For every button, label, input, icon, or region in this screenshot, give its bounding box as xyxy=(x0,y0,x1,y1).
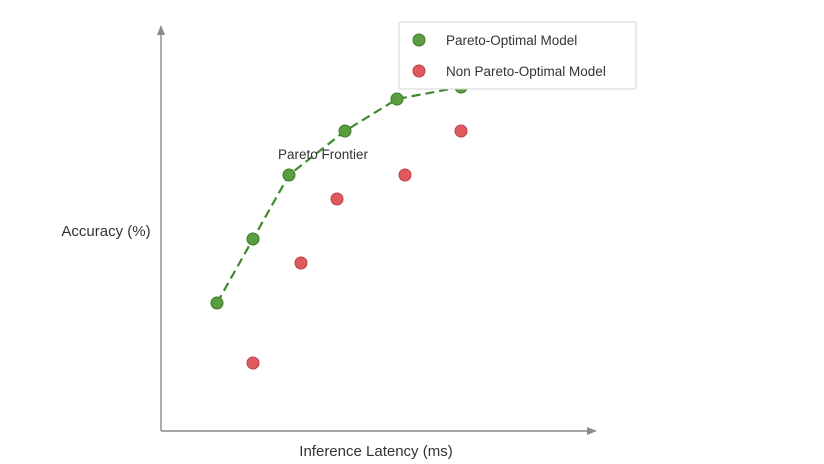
pareto-optimal-point xyxy=(282,168,296,182)
non-pareto-optimal-point xyxy=(246,356,260,370)
plot-points xyxy=(210,80,468,370)
pareto-optimal-point xyxy=(210,296,224,310)
legend-marker-non-pareto-optimal xyxy=(412,64,426,78)
non-pareto-optimal-point xyxy=(398,168,412,182)
x-axis-label: Inference Latency (ms) xyxy=(299,443,452,460)
pareto-optimal-point xyxy=(246,232,260,246)
legend: Pareto-Optimal Model Non Pareto-Optimal M… xyxy=(398,21,637,90)
non-pareto-optimal-point xyxy=(454,124,468,138)
pareto-optimal-point xyxy=(338,124,352,138)
pareto-frontier-line xyxy=(216,85,462,304)
plot-lines xyxy=(216,85,462,304)
non-pareto-optimal-point xyxy=(294,256,308,270)
pareto-frontier-annotation: Pareto Frontier xyxy=(278,147,369,162)
y-axis-label: Accuracy (%) xyxy=(61,223,150,240)
legend-label-non-pareto-optimal: Non Pareto-Optimal Model xyxy=(446,64,606,79)
non-pareto-optimal-point xyxy=(330,192,344,206)
legend-marker-pareto-optimal xyxy=(412,33,426,47)
pareto-optimal-point xyxy=(390,92,404,106)
legend-box xyxy=(398,21,637,90)
axes xyxy=(157,25,597,435)
legend-label-pareto-optimal: Pareto-Optimal Model xyxy=(446,33,577,48)
